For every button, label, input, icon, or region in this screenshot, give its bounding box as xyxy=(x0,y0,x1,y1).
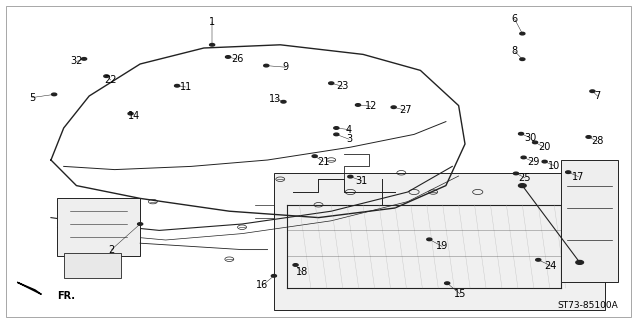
Text: 19: 19 xyxy=(436,241,448,252)
Text: 15: 15 xyxy=(454,289,466,299)
Text: 10: 10 xyxy=(548,161,561,171)
Text: 7: 7 xyxy=(594,91,601,101)
Circle shape xyxy=(210,44,215,46)
Circle shape xyxy=(138,223,143,225)
Circle shape xyxy=(519,184,526,188)
Text: 22: 22 xyxy=(104,75,117,85)
Circle shape xyxy=(348,175,353,178)
Circle shape xyxy=(264,64,269,67)
Text: 4: 4 xyxy=(346,124,352,135)
Text: 28: 28 xyxy=(591,136,604,147)
Circle shape xyxy=(334,127,339,129)
Polygon shape xyxy=(17,282,41,294)
Circle shape xyxy=(293,264,298,266)
Circle shape xyxy=(542,160,547,163)
Circle shape xyxy=(590,90,595,92)
Circle shape xyxy=(312,155,317,157)
Circle shape xyxy=(576,260,583,264)
Circle shape xyxy=(519,132,524,135)
Text: 29: 29 xyxy=(527,156,540,167)
Text: 3: 3 xyxy=(346,134,352,144)
Text: 9: 9 xyxy=(282,62,289,72)
Text: FR.: FR. xyxy=(57,291,75,301)
Circle shape xyxy=(104,75,109,77)
Bar xyxy=(57,198,140,256)
Circle shape xyxy=(355,104,361,106)
Circle shape xyxy=(513,172,519,175)
Text: 5: 5 xyxy=(29,92,35,103)
Text: 23: 23 xyxy=(336,81,349,92)
Circle shape xyxy=(521,156,526,159)
Bar xyxy=(274,173,605,310)
Circle shape xyxy=(533,141,538,144)
Text: 13: 13 xyxy=(269,93,282,104)
Circle shape xyxy=(128,112,133,115)
Text: 16: 16 xyxy=(256,280,269,291)
Text: 31: 31 xyxy=(355,176,368,186)
Text: 21: 21 xyxy=(317,156,330,167)
Text: 12: 12 xyxy=(364,101,377,111)
Circle shape xyxy=(520,58,525,60)
Text: 14: 14 xyxy=(127,111,140,121)
Text: 17: 17 xyxy=(572,172,585,182)
Circle shape xyxy=(536,259,541,261)
Text: 1: 1 xyxy=(209,17,215,28)
Circle shape xyxy=(586,136,591,138)
Text: 8: 8 xyxy=(512,46,518,56)
Circle shape xyxy=(271,275,276,277)
Text: 26: 26 xyxy=(231,54,243,64)
Circle shape xyxy=(445,282,450,284)
Bar xyxy=(561,160,618,282)
Text: 24: 24 xyxy=(544,260,557,271)
Text: 6: 6 xyxy=(512,14,518,24)
Text: 32: 32 xyxy=(70,56,83,67)
Text: 2: 2 xyxy=(108,244,115,255)
Circle shape xyxy=(52,93,57,96)
Circle shape xyxy=(82,58,87,60)
Text: ST73-85100A: ST73-85100A xyxy=(557,301,618,310)
Circle shape xyxy=(175,84,180,87)
Circle shape xyxy=(520,32,525,35)
Circle shape xyxy=(391,106,396,108)
Text: 27: 27 xyxy=(399,105,412,116)
Circle shape xyxy=(329,82,334,84)
Circle shape xyxy=(225,56,231,58)
Bar xyxy=(64,253,121,278)
Circle shape xyxy=(334,133,339,136)
Circle shape xyxy=(566,171,571,173)
Text: 20: 20 xyxy=(538,142,550,152)
Text: 11: 11 xyxy=(180,82,192,92)
Text: 18: 18 xyxy=(296,267,308,277)
Circle shape xyxy=(427,238,432,241)
Text: 25: 25 xyxy=(519,172,531,183)
Text: 30: 30 xyxy=(524,132,536,143)
Circle shape xyxy=(281,100,286,103)
